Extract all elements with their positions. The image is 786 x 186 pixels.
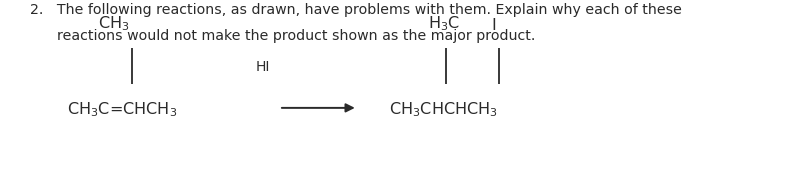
Text: CH$_3$C=CHCH$_3$: CH$_3$C=CHCH$_3$ — [67, 100, 177, 119]
Text: reactions would not make the product shown as the major product.: reactions would not make the product sho… — [30, 3, 535, 43]
Text: HI: HI — [256, 60, 270, 74]
Text: CH$_3$: CH$_3$ — [98, 14, 130, 33]
Text: 2.   The following reactions, as drawn, have problems with them. Explain why eac: 2. The following reactions, as drawn, ha… — [30, 3, 681, 17]
Text: H$_3$C: H$_3$C — [428, 14, 461, 33]
Text: I: I — [491, 17, 496, 33]
Text: CH$_3$CHCHCH$_3$: CH$_3$CHCHCH$_3$ — [389, 100, 498, 119]
